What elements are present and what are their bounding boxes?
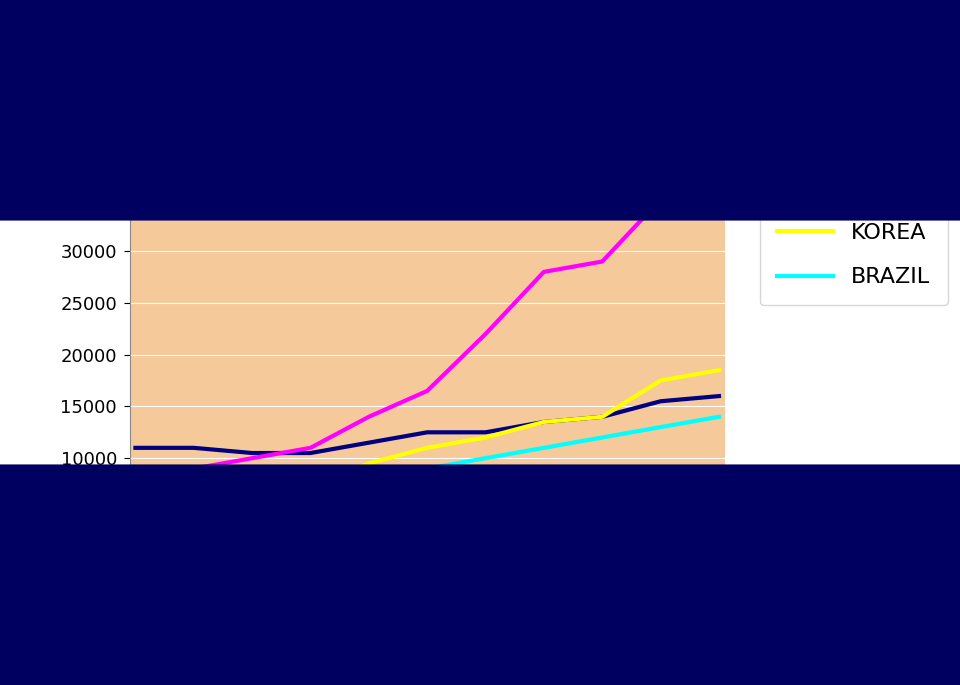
- BRAZIL: [655, 423, 666, 432]
- INDIA: [539, 418, 550, 426]
- BRAZIL: [304, 485, 316, 493]
- CHINA: [713, 133, 725, 141]
- Line: INDIA: INDIA: [135, 396, 719, 453]
- CHINA: [655, 195, 666, 203]
- CHINA: [539, 268, 550, 276]
- KOREA: [480, 434, 492, 442]
- INDIA: [421, 428, 433, 436]
- Legend: INDIA, CHINA, KOREA, BRAZIL: INDIA, CHINA, KOREA, BRAZIL: [759, 116, 948, 306]
- BRAZIL: [539, 444, 550, 452]
- BRAZIL: [130, 516, 141, 525]
- BRAZIL: [247, 495, 258, 503]
- KOREA: [130, 521, 141, 530]
- BRAZIL: [596, 434, 608, 442]
- Text: SCI Research Papers : India,China, Korea and Brazil: SCI Research Papers : India,China, Korea…: [0, 29, 936, 62]
- CHINA: [480, 330, 492, 338]
- KOREA: [247, 495, 258, 503]
- INDIA: [363, 438, 374, 447]
- BRAZIL: [363, 475, 374, 483]
- KOREA: [421, 444, 433, 452]
- INDIA: [304, 449, 316, 457]
- BRAZIL: [480, 454, 492, 462]
- KOREA: [363, 459, 374, 467]
- CHINA: [188, 464, 200, 473]
- CHINA: [130, 475, 141, 483]
- KOREA: [655, 377, 666, 385]
- Line: CHINA: CHINA: [135, 137, 719, 479]
- INDIA: [480, 428, 492, 436]
- BRAZIL: [713, 412, 725, 421]
- KOREA: [596, 412, 608, 421]
- CHINA: [596, 258, 608, 266]
- Line: KOREA: KOREA: [135, 370, 719, 525]
- INDIA: [130, 444, 141, 452]
- KOREA: [304, 480, 316, 488]
- CHINA: [421, 387, 433, 395]
- INDIA: [596, 412, 608, 421]
- KOREA: [713, 366, 725, 374]
- INDIA: [247, 449, 258, 457]
- CHINA: [304, 444, 316, 452]
- CHINA: [363, 412, 374, 421]
- CHINA: [247, 454, 258, 462]
- KOREA: [188, 511, 200, 519]
- INDIA: [188, 444, 200, 452]
- BRAZIL: [188, 506, 200, 514]
- INDIA: [655, 397, 666, 406]
- BRAZIL: [421, 464, 433, 473]
- Line: BRAZIL: BRAZIL: [135, 416, 719, 521]
- INDIA: [713, 392, 725, 400]
- KOREA: [539, 418, 550, 426]
